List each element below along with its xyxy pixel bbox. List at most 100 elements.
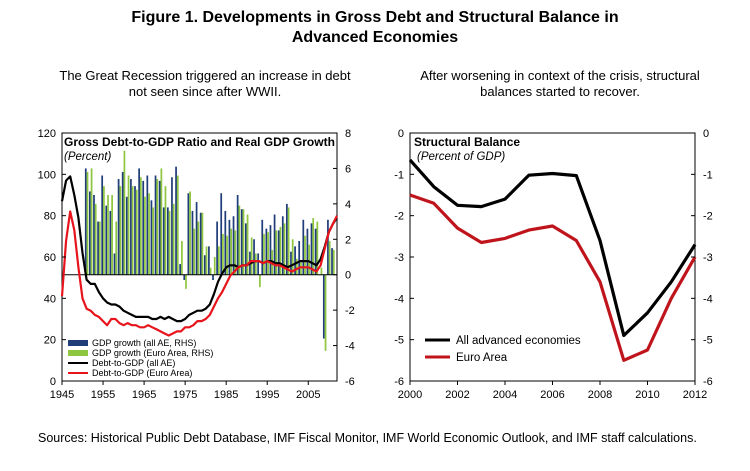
bar-gdp-all-ae bbox=[175, 166, 177, 275]
right-chart-subtitle: After worsening in context of the crisis… bbox=[420, 68, 700, 99]
bar-gdp-all-ae bbox=[224, 210, 227, 275]
bar-gdp-all-ae bbox=[236, 195, 239, 275]
bar-gdp-euro bbox=[127, 175, 130, 275]
right-y2-tick-label: -6 bbox=[703, 376, 713, 388]
bar-gdp-euro bbox=[267, 232, 269, 275]
bar-gdp-euro bbox=[291, 239, 294, 275]
bar-gdp-all-ae bbox=[101, 175, 104, 275]
legend-swatch-gdp-all-ae bbox=[68, 340, 88, 346]
left-y2-tick-label: -2 bbox=[345, 305, 355, 317]
right-x-tick-label: 2006 bbox=[540, 389, 564, 401]
bar-gdp-all-ae bbox=[331, 248, 333, 275]
bar-gdp-all-ae bbox=[138, 168, 140, 275]
bar-gdp-euro bbox=[107, 195, 109, 275]
left-chart: 0 20 40 60 80 100 120 -6 -4 -2 0 2 4 6 8 1945 1955 1965 19… bbox=[38, 128, 355, 401]
bar-gdp-all-ae bbox=[302, 219, 305, 275]
bar-gdp-euro bbox=[213, 257, 216, 275]
left-y-tick-label: 20 bbox=[44, 335, 56, 347]
right-y2-tick-label: -3 bbox=[703, 252, 713, 264]
bar-gdp-euro bbox=[164, 186, 167, 275]
right-y2-tick-label: -4 bbox=[703, 293, 713, 305]
right-y-tick-label: -4 bbox=[394, 293, 404, 305]
bar-gdp-all-ae bbox=[93, 195, 95, 275]
left-x-tick-label: 1965 bbox=[132, 389, 156, 401]
bar-gdp-euro bbox=[283, 223, 286, 275]
bar-gdp-euro bbox=[148, 193, 150, 275]
right-y-tick-label: 0 bbox=[398, 128, 404, 140]
left-y-tick-label: 120 bbox=[38, 128, 56, 140]
bar-gdp-euro bbox=[300, 262, 302, 275]
bar-gdp-euro bbox=[176, 175, 179, 275]
bar-gdp-all-ae bbox=[105, 205, 108, 275]
bar-gdp-euro bbox=[144, 196, 146, 275]
bar-gdp-all-ae bbox=[208, 246, 210, 275]
bar-gdp-euro bbox=[226, 235, 228, 275]
bar-gdp-all-ae bbox=[306, 228, 309, 275]
bar-gdp-all-ae bbox=[84, 168, 87, 275]
sources-note: Sources: Historical Public Debt Database… bbox=[38, 431, 697, 445]
bar-gdp-euro bbox=[86, 171, 89, 275]
bar-gdp-euro bbox=[287, 207, 290, 275]
bar-gdp-euro bbox=[242, 209, 245, 275]
bar-gdp-euro bbox=[316, 221, 319, 275]
left-y2-tick-label: 8 bbox=[345, 128, 351, 140]
bar-gdp-all-ae bbox=[322, 274, 325, 339]
legend-label-gdp-all-ae: GDP growth (all AE, RHS) bbox=[92, 338, 196, 348]
left-y2-tick-label: -4 bbox=[345, 341, 355, 353]
bar-gdp-all-ae bbox=[277, 230, 280, 275]
left-y2-tick-label: -6 bbox=[345, 376, 355, 388]
bar-gdp-all-ae bbox=[244, 223, 247, 275]
bar-gdp-all-ae bbox=[220, 193, 223, 275]
figure-title-line2: Advanced Economies bbox=[291, 29, 459, 46]
bar-gdp-all-ae bbox=[216, 221, 218, 275]
bar-gdp-euro bbox=[181, 241, 183, 275]
right-lines bbox=[408, 158, 697, 362]
bar-gdp-euro bbox=[304, 235, 306, 275]
line-struct-all-ae bbox=[408, 158, 697, 338]
bar-gdp-all-ae bbox=[109, 210, 112, 275]
right-y-tick-label: -3 bbox=[394, 252, 404, 264]
bar-gdp-all-ae bbox=[142, 180, 145, 275]
bar-gdp-euro bbox=[312, 218, 315, 275]
left-x-tick-label: 1975 bbox=[173, 389, 197, 401]
bar-gdp-euro bbox=[279, 226, 282, 275]
bar-gdp-all-ae bbox=[212, 274, 214, 281]
left-chart-units: (Percent) bbox=[64, 151, 111, 163]
left-y2-tick-label: 4 bbox=[345, 199, 351, 211]
bar-gdp-euro bbox=[172, 203, 175, 275]
right-y-tick-label: -2 bbox=[394, 211, 404, 223]
bar-gdp-euro bbox=[332, 249, 335, 275]
bar-gdp-euro bbox=[156, 179, 159, 275]
bar-gdp-all-ae bbox=[253, 239, 255, 275]
legend-label-debt-all-ae: Debt-to-GDP (all AE) bbox=[92, 358, 175, 368]
bar-gdp-euro bbox=[230, 228, 233, 275]
left-chart-subtitle: The Great Recession triggered an increas… bbox=[59, 68, 351, 99]
bar-gdp-euro bbox=[152, 207, 155, 275]
line-debt-all-ae bbox=[60, 175, 338, 323]
left-y-tick-label: 40 bbox=[44, 293, 56, 305]
bar-gdp-all-ae bbox=[154, 175, 157, 275]
line-debt-euro bbox=[60, 210, 338, 337]
bar-gdp-all-ae bbox=[113, 253, 116, 275]
bar-gdp-euro bbox=[234, 230, 237, 275]
legend-label-debt-euro: Debt-to-GDP (Euro Area) bbox=[92, 368, 192, 378]
left-legend: GDP growth (all AE, RHS) GDP growth (Eur… bbox=[68, 338, 213, 378]
right-y2-tick-label: 0 bbox=[703, 128, 709, 140]
bar-gdp-all-ae bbox=[265, 228, 268, 275]
right-chart: -6 -5 -4 -3 -2 -1 0 -6 -5 -4 -3 -2 -1 0 2000 2002 2004 20… bbox=[394, 128, 713, 401]
left-x-tick-label: 1945 bbox=[50, 389, 74, 401]
left-y-tick-label: 80 bbox=[44, 211, 56, 223]
bar-gdp-all-ae bbox=[261, 219, 264, 275]
bar-gdp-all-ae bbox=[228, 219, 231, 275]
bar-gdp-euro bbox=[135, 189, 138, 275]
right-legend: All advanced economies Euro Area bbox=[425, 335, 581, 364]
right-axes: -6 -5 -4 -3 -2 -1 0 -6 -5 -4 -3 -2 -1 0 2000 2002 2004 20… bbox=[394, 128, 713, 401]
bar-gdp-all-ae bbox=[150, 200, 153, 275]
bar-gdp-euro bbox=[320, 267, 323, 275]
bar-gdp-all-ae bbox=[134, 186, 136, 275]
line-struct-euro bbox=[409, 193, 697, 362]
bar-gdp-euro bbox=[222, 233, 224, 275]
left-x-tick-label: 1955 bbox=[91, 389, 115, 401]
legend-label-gdp-euro: GDP growth (Euro Area, RHS) bbox=[92, 348, 213, 358]
right-y2-tick-label: -5 bbox=[703, 335, 713, 347]
